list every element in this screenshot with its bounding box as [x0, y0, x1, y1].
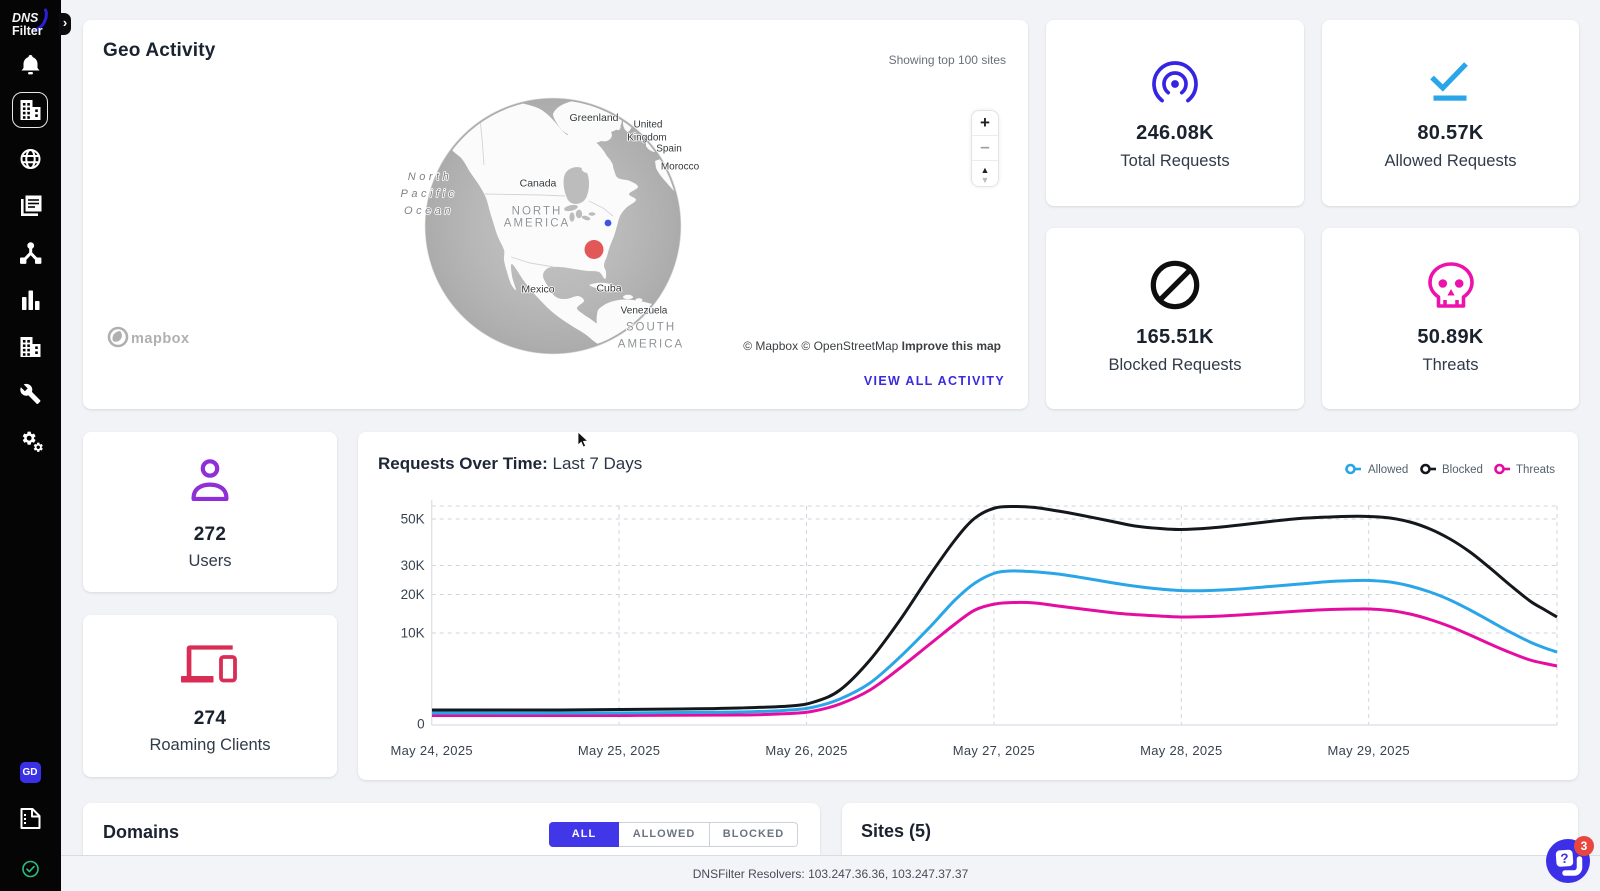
svg-text:AMERICA: AMERICA	[504, 218, 570, 230]
svg-text:Cuba: Cuba	[596, 283, 621, 295]
svg-text:SOUTH: SOUTH	[626, 322, 676, 334]
svg-text:0: 0	[417, 717, 425, 732]
svg-text:Ocean: Ocean	[404, 205, 454, 217]
svg-text:Venezuela: Venezuela	[621, 306, 668, 317]
svg-text:20K: 20K	[401, 587, 425, 602]
svg-text:Allowed: Allowed	[1368, 464, 1408, 476]
svg-text:Threats: Threats	[1516, 464, 1555, 476]
svg-text:May 27, 2025: May 27, 2025	[953, 743, 1035, 758]
svg-text:Canada: Canada	[520, 178, 557, 190]
svg-text:10K: 10K	[401, 626, 425, 641]
svg-text:May 26, 2025: May 26, 2025	[765, 743, 847, 758]
svg-text:Filter: Filter	[12, 24, 43, 38]
svg-text:mapbox: mapbox	[131, 331, 190, 347]
svg-text:Greenland: Greenland	[569, 112, 618, 124]
svg-text:Kingdom: Kingdom	[627, 133, 666, 144]
svg-text:?: ?	[1560, 851, 1569, 867]
svg-text:30K: 30K	[401, 558, 425, 573]
svg-text:50K: 50K	[401, 512, 425, 527]
svg-text:AMERICA: AMERICA	[618, 339, 684, 351]
svg-text:NORTH: NORTH	[512, 206, 563, 218]
svg-text:Blocked: Blocked	[1442, 464, 1483, 476]
svg-text:May 29, 2025: May 29, 2025	[1328, 743, 1410, 758]
svg-text:United: United	[634, 120, 663, 131]
svg-text:May 24, 2025: May 24, 2025	[391, 743, 473, 758]
svg-text:May 25, 2025: May 25, 2025	[578, 743, 660, 758]
svg-text:May 28, 2025: May 28, 2025	[1140, 743, 1222, 758]
svg-text:Spain: Spain	[656, 144, 682, 155]
svg-text:Mexico: Mexico	[521, 284, 554, 296]
svg-text:DNS: DNS	[12, 11, 39, 25]
svg-text:Morocco: Morocco	[661, 162, 700, 173]
svg-text:Pacific: Pacific	[401, 188, 458, 200]
svg-text:North: North	[408, 171, 452, 183]
